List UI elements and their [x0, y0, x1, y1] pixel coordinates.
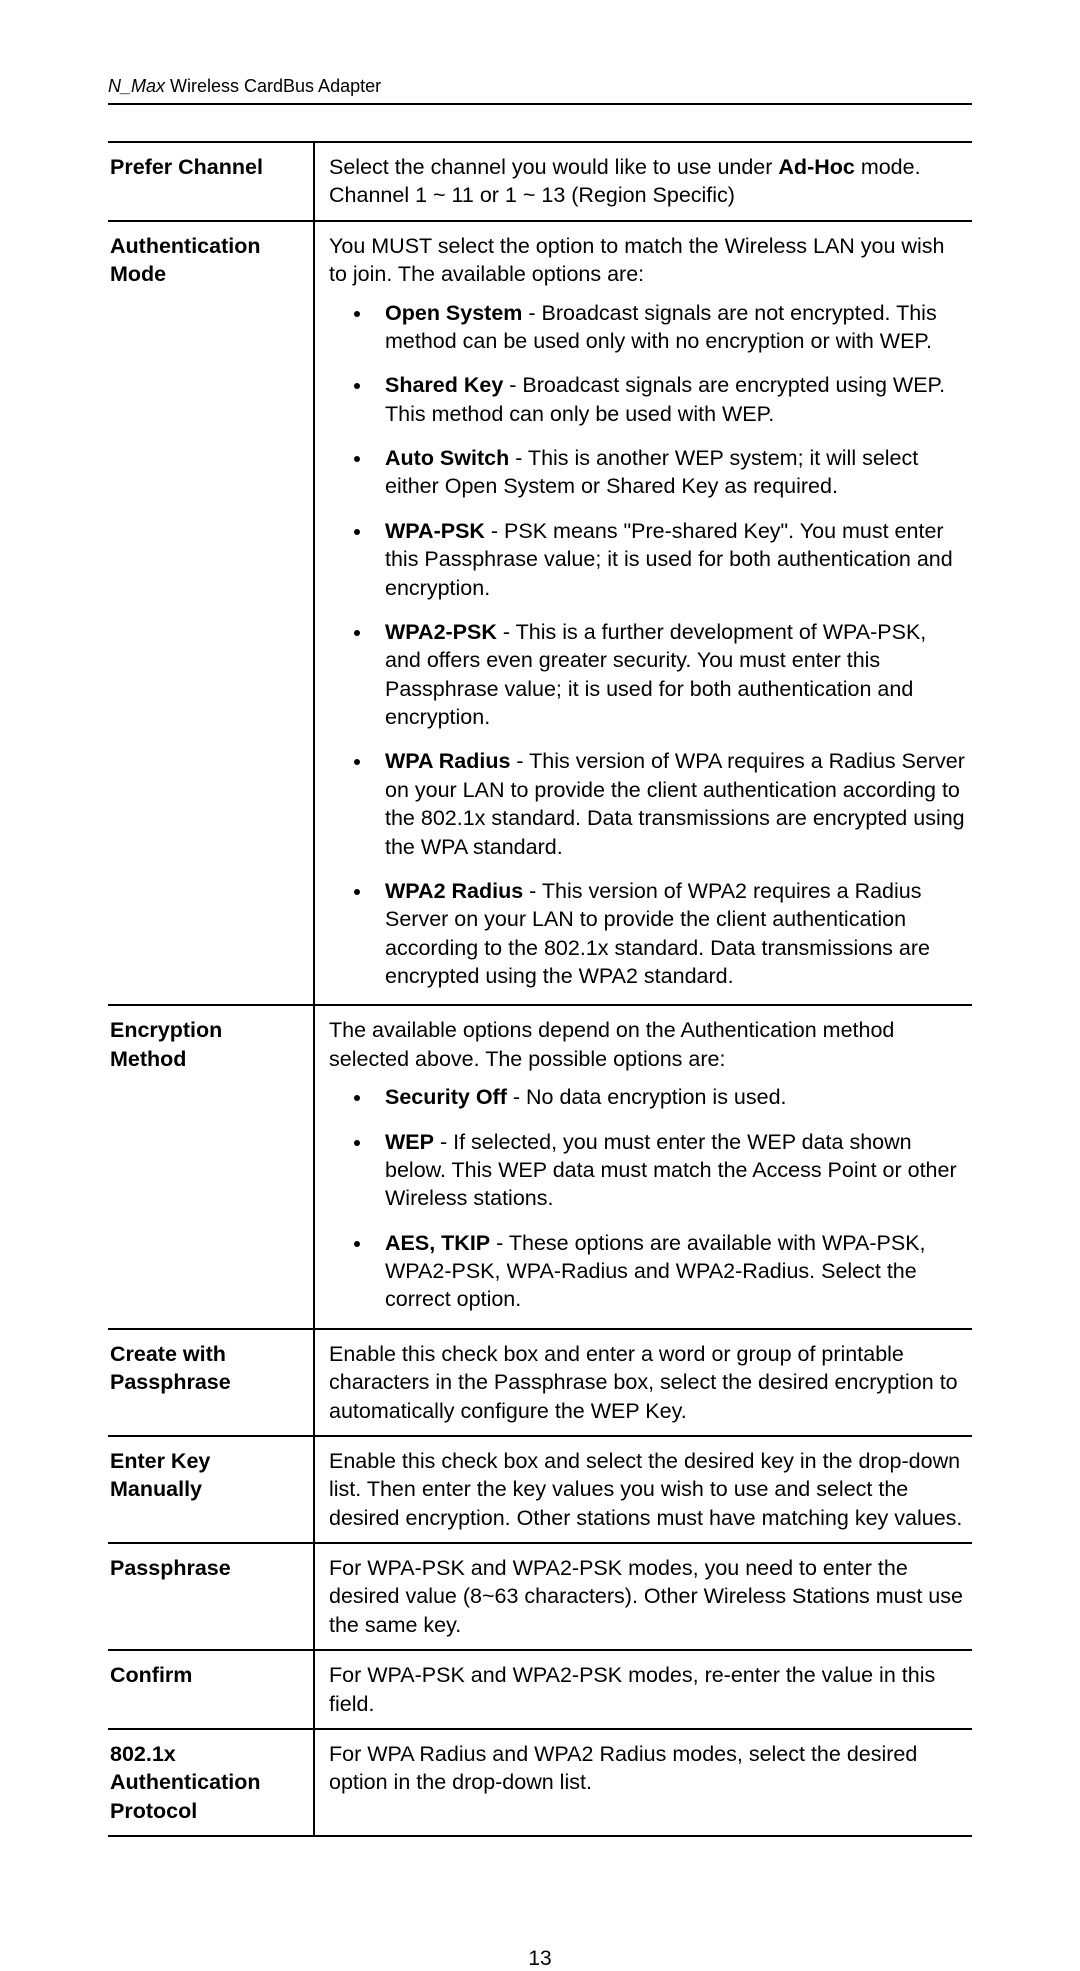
row-create-passphrase: Create with Passphrase Enable this check… — [108, 1329, 972, 1436]
opt-wep: WEP - If selected, you must enter the WE… — [373, 1128, 966, 1213]
opt-wpa-radius: WPA Radius - This version of WPA require… — [373, 747, 966, 861]
term: WPA2 Radius — [385, 879, 523, 903]
term: WEP — [385, 1130, 434, 1154]
row-passphrase: Passphrase For WPA-PSK and WPA2-PSK mode… — [108, 1543, 972, 1650]
label-passphrase: Passphrase — [108, 1543, 314, 1650]
page-number: 13 — [108, 1947, 972, 1971]
desc-auth-mode: You MUST select the option to match the … — [314, 221, 972, 1006]
desc-confirm: For WPA-PSK and WPA2-PSK modes, re-enter… — [314, 1650, 972, 1729]
label-create-passphrase: Create with Passphrase — [108, 1329, 314, 1436]
opt-security-off: Security Off - No data encryption is use… — [373, 1083, 966, 1111]
row-prefer-channel: Prefer Channel Select the channel you wo… — [108, 142, 972, 221]
header-rest: Wireless CardBus Adapter — [165, 76, 381, 96]
text: - No data encryption is used. — [507, 1085, 787, 1109]
opt-wpa2-psk: WPA2-PSK - This is a further development… — [373, 618, 966, 732]
desc-prefer-channel: Select the channel you would like to use… — [314, 142, 972, 221]
settings-table: Prefer Channel Select the channel you wo… — [108, 141, 972, 1837]
row-encryption: Encryption Method The available options … — [108, 1005, 972, 1328]
term: Security Off — [385, 1085, 507, 1109]
label-encryption: Encryption Method — [108, 1005, 314, 1328]
term: Open System — [385, 301, 522, 325]
page-header: N_Max Wireless CardBus Adapter — [108, 76, 972, 105]
label-auth-mode: Authentication Mode — [108, 221, 314, 1006]
auth-options-list: Open System - Broadcast signals are not … — [329, 299, 966, 991]
term: WPA Radius — [385, 749, 510, 773]
desc-enter-key: Enable this check box and select the des… — [314, 1436, 972, 1543]
text: - If selected, you must enter the WEP da… — [385, 1130, 957, 1211]
row-confirm: Confirm For WPA-PSK and WPA2-PSK modes, … — [108, 1650, 972, 1729]
header-prefix: N_Max — [108, 76, 165, 96]
opt-shared-key: Shared Key - Broadcast signals are encry… — [373, 371, 966, 428]
opt-wpa2-radius: WPA2 Radius - This version of WPA2 requi… — [373, 877, 966, 991]
term: Auto Switch — [385, 446, 509, 470]
adhoc-bold: Ad-Hoc — [778, 155, 854, 179]
term: Shared Key — [385, 373, 503, 397]
text: Select the channel you would like to use… — [329, 155, 778, 179]
opt-auto-switch: Auto Switch - This is another WEP system… — [373, 444, 966, 501]
opt-open-system: Open System - Broadcast signals are not … — [373, 299, 966, 356]
label-enter-key: Enter Key Manually — [108, 1436, 314, 1543]
desc-encryption: The available options depend on the Auth… — [314, 1005, 972, 1328]
opt-aes-tkip: AES, TKIP - These options are available … — [373, 1229, 966, 1314]
term: WPA-PSK — [385, 519, 485, 543]
label-confirm: Confirm — [108, 1650, 314, 1729]
desc-8021x: For WPA Radius and WPA2 Radius modes, se… — [314, 1729, 972, 1836]
term: AES, TKIP — [385, 1231, 490, 1255]
label-prefer-channel: Prefer Channel — [108, 142, 314, 221]
row-auth-mode: Authentication Mode You MUST select the … — [108, 221, 972, 1006]
desc-create-passphrase: Enable this check box and enter a word o… — [314, 1329, 972, 1436]
enc-intro: The available options depend on the Auth… — [329, 1016, 966, 1073]
label-8021x: 802.1x Authentication Protocol — [108, 1729, 314, 1836]
row-enter-key: Enter Key Manually Enable this check box… — [108, 1436, 972, 1543]
term: WPA2-PSK — [385, 620, 497, 644]
desc-passphrase: For WPA-PSK and WPA2-PSK modes, you need… — [314, 1543, 972, 1650]
enc-options-list: Security Off - No data encryption is use… — [329, 1083, 966, 1314]
opt-wpa-psk: WPA-PSK - PSK means "Pre-shared Key". Yo… — [373, 517, 966, 602]
auth-intro: You MUST select the option to match the … — [329, 232, 966, 289]
row-8021x: 802.1x Authentication Protocol For WPA R… — [108, 1729, 972, 1836]
